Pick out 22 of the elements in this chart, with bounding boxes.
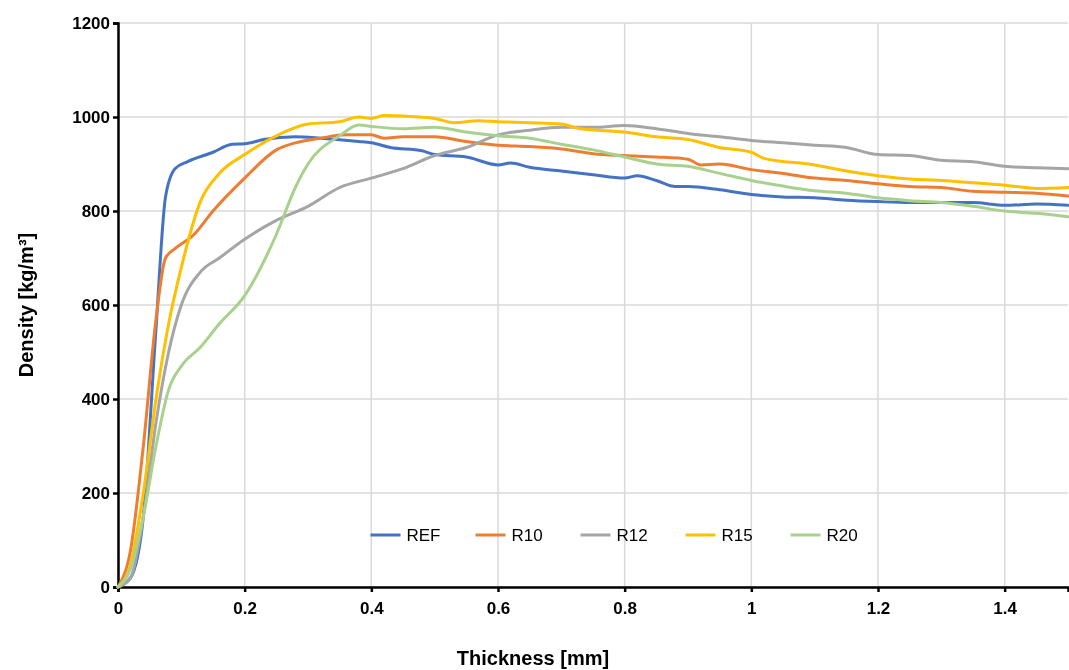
x-tick-label: 0 xyxy=(113,598,124,618)
x-tick-label: 0.6 xyxy=(486,598,511,618)
y-tick-label: 1000 xyxy=(72,107,110,127)
legend-label: REF xyxy=(406,525,441,545)
x-tick-label: 1.2 xyxy=(866,598,891,618)
y-tick-label: 600 xyxy=(81,295,110,315)
legend-label: R10 xyxy=(511,525,543,545)
y-axis-title: Density [kg/m³] xyxy=(15,232,37,378)
x-axis-title: Thickness [mm] xyxy=(456,647,610,669)
x-tick-label: 0.4 xyxy=(360,598,385,618)
y-tick-label: 0 xyxy=(100,577,110,597)
y-tick-label: 200 xyxy=(81,483,110,503)
y-tick-label: 1200 xyxy=(72,13,110,33)
x-tick-label: 1 xyxy=(747,598,757,618)
y-tick-label: 400 xyxy=(81,389,110,409)
y-tick-label: 800 xyxy=(81,201,110,221)
x-tick-label: 0.2 xyxy=(233,598,257,618)
legend-label: R20 xyxy=(826,525,858,545)
x-tick-label: 1.4 xyxy=(993,598,1018,618)
legend-label: R15 xyxy=(721,525,753,545)
x-tick-label: 0.8 xyxy=(613,598,637,618)
legend-label: R12 xyxy=(616,525,648,545)
